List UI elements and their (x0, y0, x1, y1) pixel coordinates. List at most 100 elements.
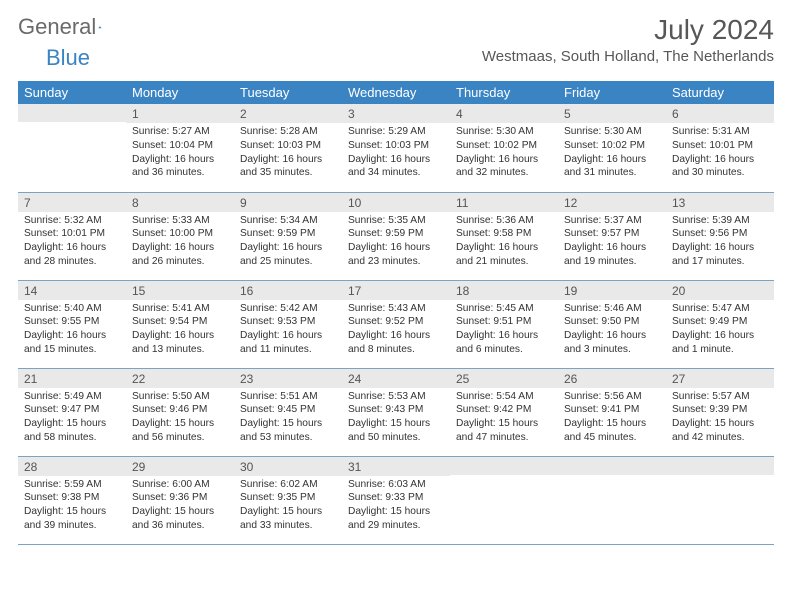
calendar-day-cell: 16Sunrise: 5:42 AMSunset: 9:53 PMDayligh… (234, 280, 342, 368)
day-detail-line: Daylight: 16 hours (564, 329, 660, 343)
calendar-day-cell: 24Sunrise: 5:53 AMSunset: 9:43 PMDayligh… (342, 368, 450, 456)
day-detail-line: Sunrise: 5:59 AM (24, 478, 120, 492)
calendar-day-cell: 5Sunrise: 5:30 AMSunset: 10:02 PMDayligh… (558, 104, 666, 192)
day-detail-line: and 35 minutes. (240, 166, 336, 180)
day-detail-line: and 47 minutes. (456, 431, 552, 445)
day-detail-line: Sunrise: 5:34 AM (240, 214, 336, 228)
day-detail-line: and 36 minutes. (132, 519, 228, 533)
day-detail-line: Sunrise: 5:32 AM (24, 214, 120, 228)
day-detail-line: Daylight: 16 hours (672, 153, 768, 167)
day-detail-line: and 29 minutes. (348, 519, 444, 533)
day-detail-line: Sunset: 9:36 PM (132, 491, 228, 505)
day-details: Sunrise: 6:03 AMSunset: 9:33 PMDaylight:… (342, 476, 450, 537)
day-number: 13 (666, 193, 774, 212)
day-detail-line: and 8 minutes. (348, 343, 444, 357)
day-details: Sunrise: 5:49 AMSunset: 9:47 PMDaylight:… (18, 388, 126, 449)
day-detail-line: Sunrise: 5:45 AM (456, 302, 552, 316)
day-detail-line: and 21 minutes. (456, 255, 552, 269)
day-detail-line: Daylight: 15 hours (24, 505, 120, 519)
day-detail-line: Sunrise: 5:47 AM (672, 302, 768, 316)
calendar-day-cell: 18Sunrise: 5:45 AMSunset: 9:51 PMDayligh… (450, 280, 558, 368)
day-detail-line: and 25 minutes. (240, 255, 336, 269)
calendar-table: SundayMondayTuesdayWednesdayThursdayFrid… (18, 81, 774, 545)
weekday-header: Monday (126, 81, 234, 104)
day-detail-line: Daylight: 16 hours (456, 153, 552, 167)
day-detail-line: Daylight: 15 hours (672, 417, 768, 431)
day-detail-line: Sunrise: 5:49 AM (24, 390, 120, 404)
day-detail-line: and 11 minutes. (240, 343, 336, 357)
day-detail-line: Sunrise: 5:29 AM (348, 125, 444, 139)
weekday-header: Saturday (666, 81, 774, 104)
calendar-day-cell: 9Sunrise: 5:34 AMSunset: 9:59 PMDaylight… (234, 192, 342, 280)
day-detail-line: Sunrise: 5:46 AM (564, 302, 660, 316)
calendar-day-cell: 14Sunrise: 5:40 AMSunset: 9:55 PMDayligh… (18, 280, 126, 368)
day-detail-line: Daylight: 16 hours (348, 153, 444, 167)
calendar-day-cell: 2Sunrise: 5:28 AMSunset: 10:03 PMDayligh… (234, 104, 342, 192)
calendar-day-cell: 19Sunrise: 5:46 AMSunset: 9:50 PMDayligh… (558, 280, 666, 368)
month-title: July 2024 (482, 14, 774, 46)
day-detail-line: Sunset: 9:39 PM (672, 403, 768, 417)
day-detail-line: Sunrise: 5:42 AM (240, 302, 336, 316)
day-detail-line: Sunset: 9:54 PM (132, 315, 228, 329)
day-number: 28 (18, 457, 126, 476)
day-number: 26 (558, 369, 666, 388)
calendar-empty-cell (450, 456, 558, 544)
day-details: Sunrise: 5:27 AMSunset: 10:04 PMDaylight… (126, 123, 234, 184)
day-details: Sunrise: 5:36 AMSunset: 9:58 PMDaylight:… (450, 212, 558, 273)
day-number: 5 (558, 104, 666, 123)
day-number: 2 (234, 104, 342, 123)
day-detail-line: Sunrise: 5:33 AM (132, 214, 228, 228)
day-detail-line: Daylight: 16 hours (132, 329, 228, 343)
day-details: Sunrise: 5:46 AMSunset: 9:50 PMDaylight:… (558, 300, 666, 361)
day-number: 16 (234, 281, 342, 300)
day-detail-line: Daylight: 15 hours (132, 505, 228, 519)
calendar-week-row: 21Sunrise: 5:49 AMSunset: 9:47 PMDayligh… (18, 368, 774, 456)
calendar-day-cell: 23Sunrise: 5:51 AMSunset: 9:45 PMDayligh… (234, 368, 342, 456)
day-number: 25 (450, 369, 558, 388)
day-detail-line: Daylight: 15 hours (24, 417, 120, 431)
day-details: Sunrise: 5:53 AMSunset: 9:43 PMDaylight:… (342, 388, 450, 449)
weekday-header-row: SundayMondayTuesdayWednesdayThursdayFrid… (18, 81, 774, 104)
day-detail-line: Sunrise: 5:39 AM (672, 214, 768, 228)
day-detail-line: Sunset: 9:59 PM (240, 227, 336, 241)
day-details: Sunrise: 6:00 AMSunset: 9:36 PMDaylight:… (126, 476, 234, 537)
day-number: 14 (18, 281, 126, 300)
day-detail-line: Daylight: 15 hours (564, 417, 660, 431)
day-details (558, 475, 666, 481)
day-detail-line: Daylight: 15 hours (456, 417, 552, 431)
brand-part2: Blue (46, 45, 90, 70)
calendar-day-cell: 27Sunrise: 5:57 AMSunset: 9:39 PMDayligh… (666, 368, 774, 456)
day-detail-line: Sunset: 10:02 PM (456, 139, 552, 153)
day-detail-line: and 56 minutes. (132, 431, 228, 445)
day-detail-line: and 42 minutes. (672, 431, 768, 445)
day-details: Sunrise: 5:50 AMSunset: 9:46 PMDaylight:… (126, 388, 234, 449)
day-detail-line: Sunset: 10:03 PM (240, 139, 336, 153)
calendar-day-cell: 29Sunrise: 6:00 AMSunset: 9:36 PMDayligh… (126, 456, 234, 544)
day-detail-line: Sunrise: 6:00 AM (132, 478, 228, 492)
calendar-empty-cell (558, 456, 666, 544)
day-number: 12 (558, 193, 666, 212)
day-details: Sunrise: 5:51 AMSunset: 9:45 PMDaylight:… (234, 388, 342, 449)
day-detail-line: Daylight: 16 hours (24, 329, 120, 343)
day-detail-line: Daylight: 16 hours (564, 241, 660, 255)
calendar-day-cell: 20Sunrise: 5:47 AMSunset: 9:49 PMDayligh… (666, 280, 774, 368)
day-details: Sunrise: 5:42 AMSunset: 9:53 PMDaylight:… (234, 300, 342, 361)
day-number: 11 (450, 193, 558, 212)
day-detail-line: and 58 minutes. (24, 431, 120, 445)
day-details: Sunrise: 5:33 AMSunset: 10:00 PMDaylight… (126, 212, 234, 273)
day-detail-line: Sunset: 9:42 PM (456, 403, 552, 417)
day-detail-line: and 30 minutes. (672, 166, 768, 180)
day-details: Sunrise: 5:41 AMSunset: 9:54 PMDaylight:… (126, 300, 234, 361)
day-number: 6 (666, 104, 774, 123)
day-detail-line: Daylight: 16 hours (672, 329, 768, 343)
day-details (666, 475, 774, 481)
day-detail-line: Daylight: 15 hours (132, 417, 228, 431)
day-detail-line: Sunrise: 6:03 AM (348, 478, 444, 492)
day-detail-line: Sunset: 9:50 PM (564, 315, 660, 329)
day-detail-line: and 6 minutes. (456, 343, 552, 357)
weekday-header: Sunday (18, 81, 126, 104)
day-detail-line: Sunset: 9:43 PM (348, 403, 444, 417)
day-number: 8 (126, 193, 234, 212)
day-detail-line: Sunrise: 5:37 AM (564, 214, 660, 228)
day-detail-line: Sunset: 9:41 PM (564, 403, 660, 417)
